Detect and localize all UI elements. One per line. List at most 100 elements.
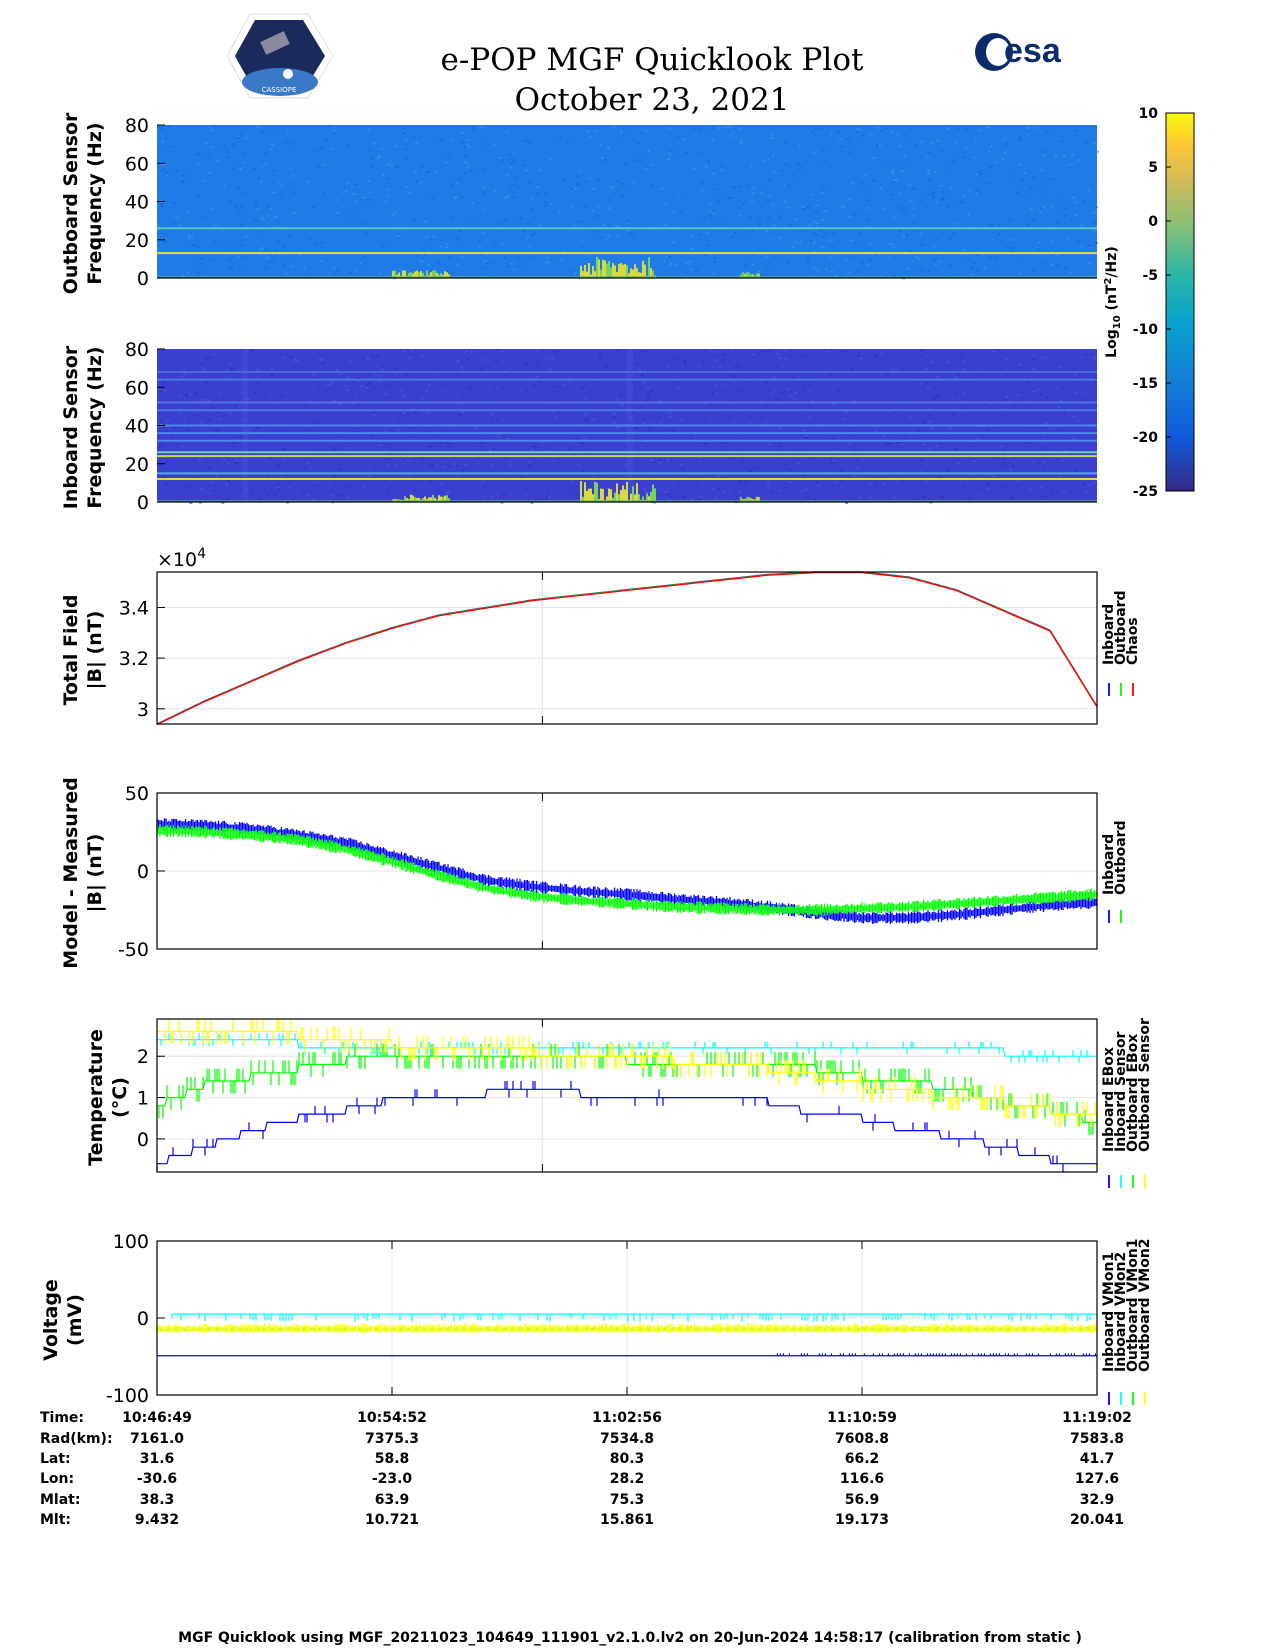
series-inboard-sensor [157,1033,1097,1063]
legend-entry: Chaos [1125,617,1141,665]
orbit-cell: 7608.8 [835,1431,889,1447]
orbit-row-label: Rad(km): [40,1431,113,1447]
y-tick-label: 80 [125,339,149,361]
y-axis-label-line: (°C) [109,1077,131,1118]
total-field-panel: 3.4 3.2 3 ×104 Total Field |B| (nT) InboardOut… [60,546,1141,726]
colorbar-tick-label: -15 [1133,376,1158,392]
inboard_spectrogram-ylabel: Inboard Sensor Frequency (Hz) [60,345,106,509]
page-title: e-POP MGF Quicklook Plot [441,42,864,78]
y-tick-label: 100 [113,1231,149,1253]
temperature-ylabel: Temperature (°C) [85,1029,131,1166]
orbit-cell: 32.9 [1080,1492,1115,1508]
baseline-band [157,500,1097,502]
y-tick-label: 3.2 [119,648,149,670]
orbit-cell: 75.3 [610,1492,645,1508]
colorbar-tick-label: 10 [1139,106,1159,122]
y-tick-label: 0 [137,268,149,290]
y-tick-label: 60 [125,377,149,399]
orbit-table: Time: Rad(km): Lat: Lon: Mlat: Mlt: 10:46:49 71… [40,1410,1132,1528]
y-tick-label: 50 [125,783,149,805]
orbit-cell: 10:54:52 [357,1410,427,1426]
orbit-cell: 31.6 [140,1451,175,1467]
orbit-cell: 38.3 [140,1492,175,1508]
y-tick-label: 0 [137,492,149,514]
orbit-cell: 7583.8 [1070,1431,1124,1447]
series-outboard [156,824,1097,917]
spectrogram-noise [158,349,1098,504]
spectrogram-background [157,125,1097,278]
y-axis-label-line: Temperature [85,1029,107,1166]
y-tick-label: 0 [137,1308,149,1330]
legend-entry: Outboard Sensor [1137,1018,1153,1152]
series-line-chaos [156,571,1098,726]
orbit-row-label: Lat: [40,1451,71,1467]
orbit-cell: 11:19:02 [1062,1410,1132,1426]
y-tick-label: 0 [137,1129,149,1151]
model-measured-panel: 50 0 -50 Model - Measured |B| (nT) InboardOut… [60,777,1129,968]
orbit-cell: 7534.8 [600,1431,654,1447]
colorbar-tick-label: 5 [1148,160,1158,176]
orbit-cell: 11:02:56 [592,1410,662,1426]
y-tick-label: 60 [125,153,149,175]
orbit-cell: 80.3 [610,1451,645,1467]
y-tick-label: 2 [137,1046,149,1068]
orbit-cell: -30.6 [137,1471,177,1487]
inboard_spectrogram-panel: 80 60 40 20 0 Inboard Sensor Frequency (Hz) [60,339,1098,514]
legend-entry: Outboard EBox [1125,1034,1141,1152]
colorbar-tick-label: -10 [1133,322,1159,338]
y-tick-label: 20 [125,454,149,476]
outboard_spectrogram-panel: 80 60 40 20 0 Outboard Sensor Frequency (Hz) [60,112,1100,294]
orbit-cell: 116.6 [840,1471,884,1487]
y-tick-label: 80 [125,115,149,137]
y-tick-label: 0 [137,861,149,883]
colorbar: 10 5 0 -5 -10 -15 -20 -25 Log10 (nT2/Hz) [1103,106,1195,500]
axes-box [156,1240,1098,1396]
y-axis-label-line: |B| (nT) [84,834,106,913]
outboard_spectrogram-ylabel: Outboard Sensor Frequency (Hz) [60,112,106,294]
total-field-ylabel: Total Field |B| (nT) [60,594,106,705]
y-tick-label: 1 [137,1088,149,1110]
series-inboard-vmon2 [171,1313,1097,1322]
orbit-cell: 9.432 [135,1512,179,1528]
y-axis-label-line: Frequency (Hz) [84,122,106,284]
orbit-cell: 7375.3 [365,1431,419,1447]
footer-text: MGF Quicklook using MGF_20211023_104649_… [178,1630,1082,1646]
y-tick-label: 3 [137,699,149,721]
legend-entry: Inboard EBox [1101,1047,1117,1152]
svg-text:esa: esa [1004,32,1062,70]
y-tick-label: 20 [125,230,149,252]
colorbar-tick-label: 0 [1148,214,1158,230]
legend-entry: Inboard VMon1 [1101,1252,1117,1372]
orbit-cell: 127.6 [1075,1471,1119,1487]
orbit-cell: 63.9 [375,1492,410,1508]
y-axis-label-line: Inboard Sensor [60,345,82,509]
y-tick-label: 40 [125,416,149,438]
orbit-cell: 10.721 [365,1512,419,1528]
orbit-cell: 66.2 [845,1451,880,1467]
legend-entry: Outboard [1113,590,1129,665]
legend-entry: Outboard VMon2 [1137,1238,1153,1372]
legend-entry: Inboard VMon2 [1113,1252,1129,1372]
orbit-cell: 11:10:59 [827,1410,897,1426]
orbit-cell: 41.7 [1080,1451,1115,1467]
series-outboard-vmon2 [156,1323,1097,1334]
orbit-row-label: Lon: [40,1471,74,1487]
y-tick-label: -100 [106,1385,149,1407]
colorbar-tick-label: -20 [1133,430,1159,446]
colorbar-tick-label: -25 [1133,484,1158,500]
baseline-band [157,276,1097,278]
y-axis-label-line: |B| (nT) [84,611,106,690]
series-inboard-vmon1 [157,1353,1097,1357]
y-axis-label-line: (mV) [64,1294,86,1346]
y-tick-label: -50 [118,939,149,961]
y-axis-label-line: Outboard Sensor [60,112,82,294]
orbit-cell: -23.0 [372,1471,413,1487]
legend-entry: Inboard [1101,604,1117,665]
svg-text:CASSIOPE: CASSIOPE [262,86,297,94]
